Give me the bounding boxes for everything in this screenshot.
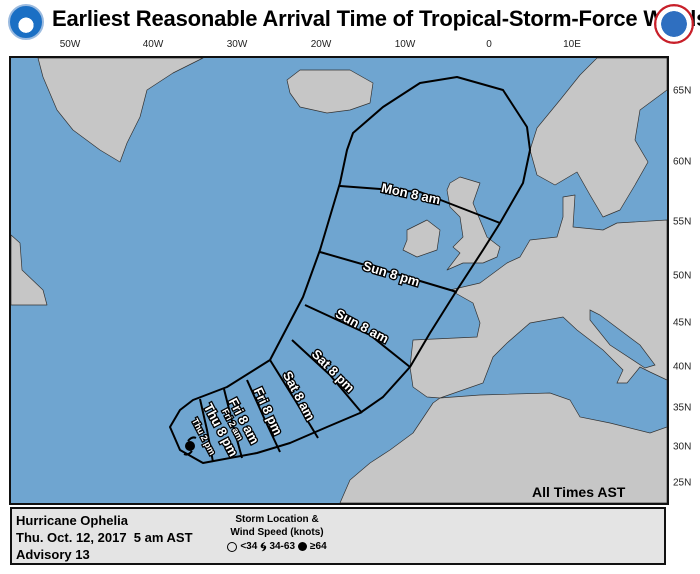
scandinavia <box>529 57 668 218</box>
hurricane-icon <box>183 436 197 456</box>
arrival-contours <box>169 76 531 464</box>
key-label: <34 <box>240 541 258 552</box>
storm-key: Storm Location & Wind Speed (knots) <34 … <box>212 513 342 553</box>
lon-label: 10E <box>563 39 581 50</box>
lat-label: 25N <box>673 477 692 489</box>
key-title: Wind Speed (knots) <box>230 527 324 538</box>
lat-label: 65N <box>673 85 692 97</box>
key-title: Storm Location & <box>235 514 319 525</box>
iceland <box>286 69 374 114</box>
isochrone-line <box>291 339 363 414</box>
storm-info: Hurricane Ophelia Thu. Oct. 12, 2017 5 a… <box>16 512 193 563</box>
noaa-logo <box>8 4 44 40</box>
lat-label: 45N <box>673 317 692 329</box>
isochrone-line <box>199 398 214 463</box>
isochrone-line <box>223 388 243 459</box>
advisory-number: Advisory 13 <box>16 547 90 562</box>
isochrone-line <box>304 304 411 368</box>
lat-label: 60N <box>673 156 692 168</box>
circle-icon <box>227 541 238 552</box>
map-frame <box>9 56 669 505</box>
wind-cone-outline <box>169 76 531 464</box>
isochrone-line <box>269 359 319 439</box>
page-title: Earliest Reasonable Arrival Time of Trop… <box>52 6 700 31</box>
greenland <box>37 57 204 163</box>
isochrone-line <box>246 379 281 453</box>
key-label: ≥64 <box>310 541 327 552</box>
time-zone-note: All Times AST <box>532 484 626 500</box>
isochrone-line <box>319 251 458 293</box>
tropical-storm-icon: 🌀︎ <box>260 539 267 554</box>
ireland <box>402 219 441 258</box>
mediterranean-sea <box>439 316 668 434</box>
hurricane-icon <box>298 542 308 551</box>
lon-label: 30W <box>226 39 248 50</box>
lat-label: 50N <box>673 270 692 282</box>
lon-label: 10W <box>394 39 416 50</box>
adriatic-sea <box>589 309 656 369</box>
lon-label: 0 <box>486 39 492 50</box>
nws-logo <box>654 4 694 44</box>
legend: Hurricane Ophelia Thu. Oct. 12, 2017 5 a… <box>10 507 666 565</box>
issue-time: Thu. Oct. 12, 2017 5 am AST <box>16 530 193 545</box>
lat-label: 35N <box>673 402 692 414</box>
lon-label: 40W <box>142 39 164 50</box>
storm-name: Hurricane Ophelia <box>16 513 128 528</box>
lon-label: 20W <box>310 39 332 50</box>
lat-label: 30N <box>673 441 692 453</box>
key-label: 34-63 <box>269 541 296 552</box>
lat-label: 40N <box>673 361 692 373</box>
great-britain <box>446 176 501 271</box>
lat-label: 55N <box>673 216 692 228</box>
lon-label: 50W <box>59 39 81 50</box>
isochrone-line <box>339 185 501 224</box>
